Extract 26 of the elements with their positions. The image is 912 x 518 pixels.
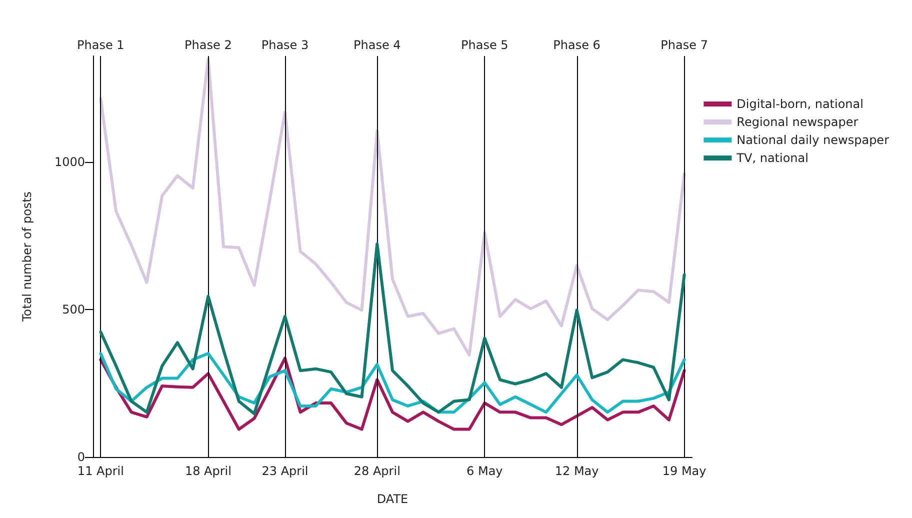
ref-line-label: Phase 4 bbox=[354, 38, 401, 52]
ref-line-label: Phase 1 bbox=[77, 38, 124, 52]
legend-label: National daily newspaper bbox=[736, 133, 890, 147]
x-tick-label: 23 April bbox=[262, 464, 308, 478]
ref-line-label: Phase 7 bbox=[660, 38, 708, 52]
x-axis-title: DATE bbox=[376, 492, 408, 506]
ref-line-label: Phase 5 bbox=[461, 38, 508, 52]
legend-label: TV, national bbox=[736, 151, 808, 165]
x-tick-label: 11 April bbox=[77, 464, 124, 478]
legend-label: Digital-born, national bbox=[736, 97, 864, 111]
line-series bbox=[99, 57, 686, 356]
line-series bbox=[99, 356, 686, 431]
x-tick-label: 18 April bbox=[184, 464, 232, 478]
x-tick-label: 19 May bbox=[662, 464, 706, 478]
ref-line-label: Phase 2 bbox=[184, 38, 232, 52]
legend-label: Regional newspaper bbox=[736, 115, 858, 129]
y-tick-label: 1000 bbox=[54, 155, 85, 170]
y-tick-label: 500 bbox=[62, 302, 85, 317]
y-axis-title: Total number of posts bbox=[20, 191, 34, 323]
x-tick-label: 28 April bbox=[354, 464, 400, 478]
x-tick-label: 6 May bbox=[466, 464, 503, 478]
y-tick-label: 0 bbox=[77, 450, 85, 464]
x-tick-label: 12 May bbox=[554, 464, 599, 478]
ref-line-label: Phase 6 bbox=[553, 38, 600, 52]
ref-line-label: Phase 3 bbox=[261, 38, 309, 52]
line-series bbox=[99, 242, 686, 416]
